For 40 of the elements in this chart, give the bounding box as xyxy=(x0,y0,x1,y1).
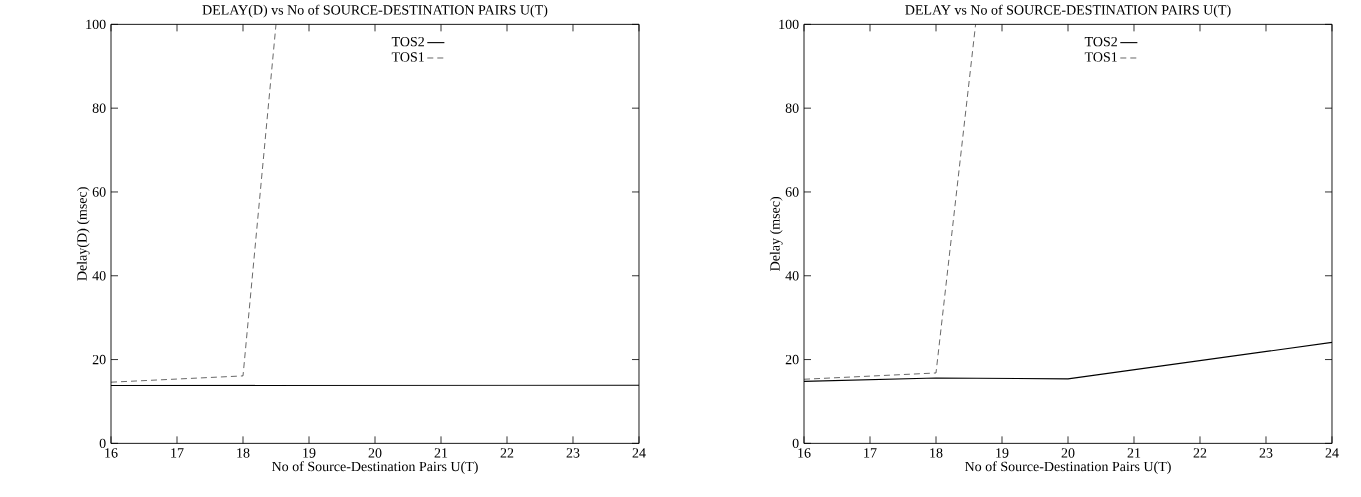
y-tick-label: 100 xyxy=(86,19,106,29)
x-tick-label: 19 xyxy=(996,448,1009,458)
x-tick-label: 19 xyxy=(303,448,316,458)
y-axis-title: Delay(D) (msec) xyxy=(76,187,90,281)
x-tick-label: 24 xyxy=(632,448,646,458)
y-tick-label: 80 xyxy=(785,103,799,113)
x-tick-label: 17 xyxy=(171,448,184,458)
x-tick-label: 18 xyxy=(237,448,250,458)
x-tick-label: 22 xyxy=(500,448,514,458)
y-axis-title: Delay (msec) xyxy=(769,196,783,271)
x-tick-label: 16 xyxy=(105,448,118,458)
x-axis-title: No of Source-Destination Pairs U(T) xyxy=(271,461,478,474)
x-tick-label: 23 xyxy=(566,448,580,458)
x-tick-label: 18 xyxy=(930,448,943,458)
y-tick-label: 80 xyxy=(92,103,106,113)
y-tick-label: 40 xyxy=(92,270,106,281)
x-tick-label: 21 xyxy=(434,448,448,458)
x-tick-label: 24 xyxy=(1325,448,1339,458)
y-tick-label: 60 xyxy=(92,187,106,197)
x-tick-label: 20 xyxy=(368,448,382,458)
x-tick-label: 21 xyxy=(1127,448,1141,458)
x-tick-label: 20 xyxy=(1061,448,1075,458)
x-axis-title: No of Source-Destination Pairs U(T) xyxy=(964,461,1171,474)
y-tick-label: 20 xyxy=(92,354,106,365)
x-tick-label: 17 xyxy=(864,448,877,458)
x-tick-label: 16 xyxy=(798,448,811,458)
x-tick-label: 23 xyxy=(1259,448,1273,458)
legend-label: TOS1 xyxy=(391,52,424,62)
y-tick-label: 20 xyxy=(785,354,799,365)
y-tick-label: 0 xyxy=(792,438,799,448)
y-tick-label: 0 xyxy=(99,438,106,448)
y-tick-label: 40 xyxy=(785,270,799,281)
y-tick-label: 100 xyxy=(779,19,799,29)
chart-title: DELAY(D) vs No of SOURCE-DESTINATION PAIRS U(T) xyxy=(202,4,548,18)
legend-label: TOS2 xyxy=(391,36,424,47)
x-tick-label: 22 xyxy=(1193,448,1207,458)
chart-title: DELAY vs No of SOURCE-DESTINATION PAIRS U(T) xyxy=(905,4,1231,18)
legend-label: TOS1 xyxy=(1084,52,1117,62)
legend-label: TOS2 xyxy=(1084,36,1117,47)
y-tick-label: 60 xyxy=(785,187,799,197)
